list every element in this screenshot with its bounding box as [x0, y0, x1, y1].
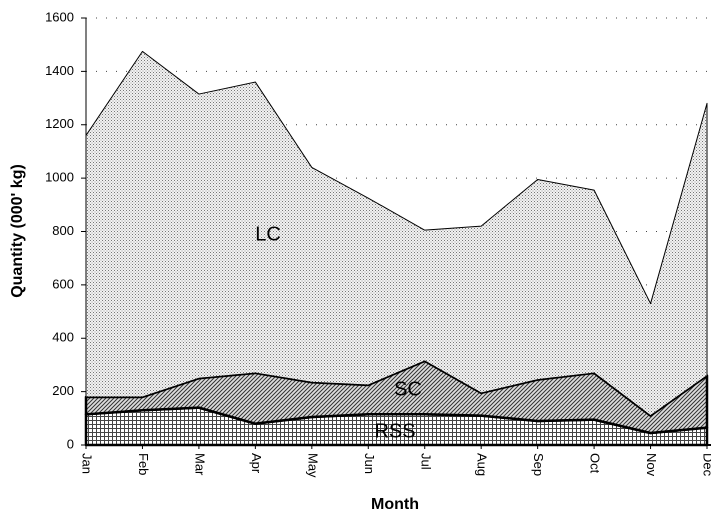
x-tick-label: Dec: [701, 453, 711, 477]
x-axis-title: Month: [371, 496, 419, 513]
y-axis-title: Quantity (000' kg): [9, 164, 26, 298]
y-tick-label: 600: [52, 276, 74, 291]
y-tick-label: 1600: [45, 9, 74, 24]
x-tick-label: Jun: [362, 453, 377, 474]
x-tick-label: Mar: [192, 453, 207, 476]
x-tick-label: Nov: [644, 453, 659, 477]
x-tick-label: Jul: [418, 453, 433, 470]
x-tick-label: May: [305, 453, 320, 478]
y-tick-label: 800: [52, 223, 74, 238]
x-tick-label: Apr: [249, 453, 264, 474]
area-label: RSS: [374, 420, 415, 442]
area-label: LC: [255, 223, 281, 245]
y-tick-label: 0: [67, 436, 74, 451]
x-tick-label: Oct: [588, 453, 603, 474]
x-tick-label: Feb: [136, 453, 151, 475]
y-tick-label: 200: [52, 383, 74, 398]
area: [85, 50, 708, 417]
y-tick-label: 1200: [45, 116, 74, 131]
x-tick-label: Sep: [531, 453, 546, 476]
y-tick-label: 1400: [45, 63, 74, 78]
area-label: SC: [394, 378, 422, 400]
y-tick-label: 400: [52, 330, 74, 345]
x-tick-label: Aug: [475, 453, 490, 476]
x-tick-label: Jan: [80, 453, 95, 474]
y-tick-label: 1000: [45, 170, 74, 185]
